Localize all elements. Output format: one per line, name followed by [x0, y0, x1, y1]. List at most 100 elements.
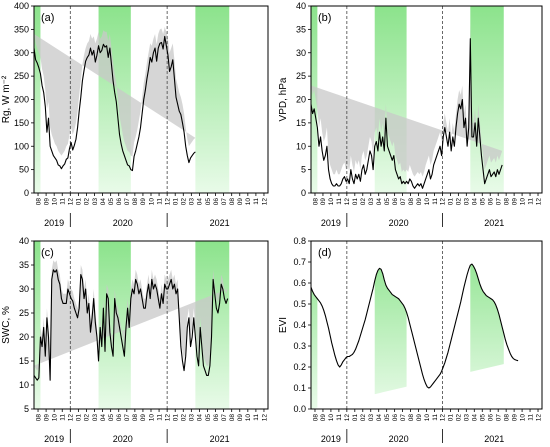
y-tick-label: 15 — [296, 118, 306, 128]
y-axis-label: SWC, % — [1, 306, 12, 344]
y-tick-label: 300 — [14, 48, 29, 58]
month-tick-label: 11 — [156, 198, 163, 205]
year-label: 2020 — [389, 218, 409, 228]
panel-label: (c) — [41, 247, 54, 259]
growing-season-shade — [470, 6, 504, 193]
month-tick-label: 03 — [189, 414, 196, 422]
month-tick-label: 04 — [100, 414, 107, 422]
y-tick-label: 0.2 — [293, 362, 306, 372]
y-tick-label: 20 — [19, 332, 29, 342]
y-tick-label: 10 — [19, 380, 29, 390]
month-tick-label: 08 — [312, 414, 319, 422]
month-tick-label: 09 — [237, 414, 244, 422]
month-tick-label: 04 — [376, 198, 383, 206]
y-tick-label: 40 — [19, 236, 29, 246]
month-tick-label: 03 — [368, 198, 375, 206]
month-tick-label: 11 — [60, 414, 67, 421]
panel-label: (b) — [318, 12, 331, 24]
month-tick-label: 05 — [480, 198, 487, 206]
month-tick-label: 12 — [440, 414, 447, 422]
month-tick-label: 01 — [448, 414, 455, 422]
month-tick-label: 11 — [432, 414, 439, 421]
year-label: 2019 — [321, 218, 341, 228]
growing-season-shade — [34, 241, 41, 409]
month-tick-label: 12 — [344, 198, 351, 206]
growing-season-shade — [470, 264, 504, 409]
plot-frame — [310, 240, 543, 410]
month-tick-label: 07 — [495, 198, 502, 206]
month-tick-label: 01 — [76, 198, 83, 206]
month-tick-label: 11 — [336, 414, 343, 421]
year-label: 2019 — [44, 218, 64, 228]
year-label: 2020 — [389, 434, 409, 444]
y-tick-label: 30 — [296, 48, 306, 58]
month-tick-label: 05 — [384, 414, 391, 422]
growing-season-shade — [311, 264, 318, 409]
month-tick-label: 09 — [237, 198, 244, 206]
month-tick-label: 05 — [480, 414, 487, 422]
month-tick-label: 01 — [352, 198, 359, 206]
month-tick-label: 07 — [221, 198, 228, 206]
month-tick-label: 10 — [245, 198, 252, 206]
month-tick-label: 05 — [384, 198, 391, 206]
month-tick-label: 03 — [189, 198, 196, 206]
month-tick-label: 04 — [100, 198, 107, 206]
month-tick-label: 11 — [432, 198, 439, 205]
month-tick-label: 07 — [221, 414, 228, 422]
y-tick-label: 5 — [24, 404, 29, 414]
month-tick-label: 05 — [205, 414, 212, 422]
month-tick-label: 08 — [503, 198, 510, 206]
y-tick-label: 0.5 — [293, 299, 306, 309]
month-tick-label: 10 — [519, 414, 526, 422]
y-tick-label: 0 — [301, 188, 306, 198]
month-tick-label: 07 — [400, 414, 407, 422]
uncertainty-band — [311, 24, 503, 177]
month-tick-label: 05 — [205, 198, 212, 206]
month-tick-label: 09 — [140, 198, 147, 206]
month-tick-label: 01 — [76, 414, 83, 422]
month-tick-label: 02 — [181, 414, 188, 422]
month-tick-label: 06 — [488, 414, 495, 422]
month-tick-label: 11 — [336, 198, 343, 205]
y-tick-label: 0.4 — [293, 320, 306, 330]
month-tick-label: 10 — [519, 198, 526, 206]
month-tick-label: 07 — [495, 414, 502, 422]
month-tick-label: 04 — [472, 198, 479, 206]
y-tick-label: 400 — [14, 1, 29, 11]
y-tick-label: 0.6 — [293, 278, 306, 288]
month-tick-label: 04 — [376, 414, 383, 422]
y-tick-label: 0.1 — [293, 383, 306, 393]
month-tick-label: 02 — [456, 198, 463, 206]
y-tick-label: 200 — [14, 95, 29, 105]
month-tick-label: 01 — [352, 414, 359, 422]
year-label: 2020 — [113, 434, 133, 444]
y-tick-label: 0.7 — [293, 257, 306, 267]
y-tick-label: 50 — [19, 165, 29, 175]
y-axis-label: VPD, hPa — [278, 77, 289, 121]
month-tick-label: 06 — [213, 414, 220, 422]
month-tick-label: 09 — [416, 198, 423, 206]
month-tick-label: 10 — [51, 414, 58, 422]
month-tick-label: 01 — [173, 414, 180, 422]
y-tick-label: 20 — [296, 95, 306, 105]
growing-season-shade — [374, 264, 407, 409]
month-tick-label: 09 — [320, 414, 327, 422]
uncertainty-band — [34, 260, 228, 371]
month-tick-label: 01 — [448, 198, 455, 206]
year-label: 2021 — [210, 218, 230, 228]
month-tick-label: 08 — [132, 198, 139, 206]
month-tick-label: 07 — [124, 198, 131, 206]
growing-season-shade — [34, 6, 41, 193]
panel-label: (a) — [41, 12, 54, 24]
month-tick-label: 08 — [408, 198, 415, 206]
month-tick-label: 05 — [108, 198, 115, 206]
month-tick-label: 07 — [400, 198, 407, 206]
month-tick-label: 05 — [108, 414, 115, 422]
y-tick-label: 25 — [19, 308, 29, 318]
month-tick-label: 01 — [173, 198, 180, 206]
month-tick-label: 11 — [156, 414, 163, 421]
month-tick-label: 11 — [527, 198, 534, 205]
